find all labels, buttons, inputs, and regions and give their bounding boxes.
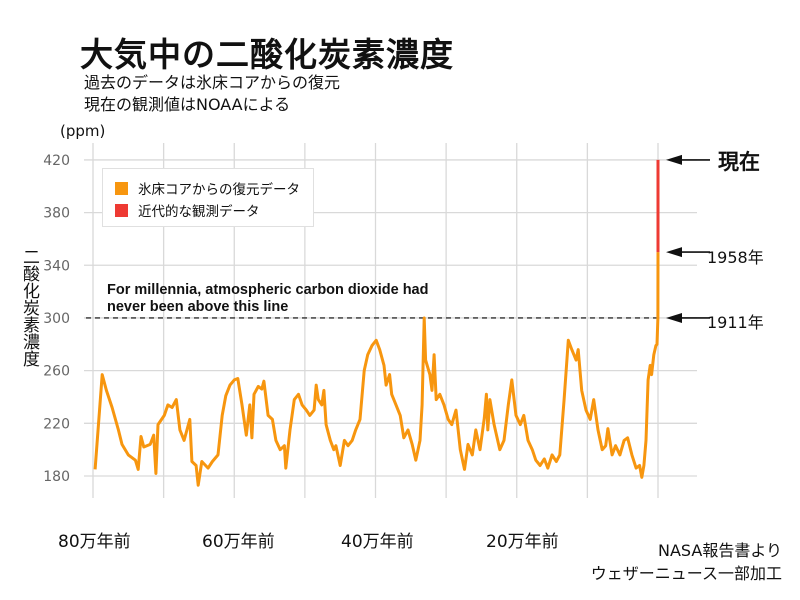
annotation-arrows xyxy=(666,154,710,323)
annotation-1958: 1958年 xyxy=(707,248,764,267)
arrow-2 xyxy=(666,312,710,323)
y-tick-380: 380 xyxy=(43,206,70,222)
legend-swatch-ice-core xyxy=(115,181,128,195)
y-tick-180: 180 xyxy=(43,469,70,485)
series-line-ice-core xyxy=(93,252,660,487)
x-tick-label-400k: 40万年前 xyxy=(341,532,414,552)
y-axis-unit: (ppm) xyxy=(60,122,106,140)
y-tick-300: 300 xyxy=(43,311,70,327)
y-axis-label: 二酸化炭素濃度 xyxy=(19,248,39,367)
x-tick-label-800k: 80万年前 xyxy=(58,532,131,552)
y-tick-260: 260 xyxy=(43,364,70,380)
legend-swatch-observed xyxy=(115,203,128,217)
x-tick-label-200k: 20万年前 xyxy=(486,532,559,552)
annotation-1911: 1911年 xyxy=(707,313,764,332)
arrow-0 xyxy=(666,154,710,165)
legend-item-observed: 近代的な観測データ xyxy=(115,200,260,220)
legend-item-ice-core: 氷床コアからの復元データ xyxy=(115,178,300,198)
y-tick-340: 340 xyxy=(43,258,70,274)
legend-label-ice-core: 氷床コアからの復元データ xyxy=(138,182,300,198)
annotation-now: 現在 xyxy=(718,150,760,174)
legend: 氷床コアからの復元データ 近代的な観測データ xyxy=(102,168,314,227)
x-tick-label-600k: 60万年前 xyxy=(202,532,275,552)
chart-subtitle-1: 過去のデータは氷床コアからの復元 xyxy=(84,73,341,92)
source-credit-2: ウェザーニュース一部加工 xyxy=(590,564,782,583)
legend-label-observed: 近代的な観測データ xyxy=(138,204,260,220)
y-tick-labels: 180 220 260 300 340 380 420 xyxy=(43,153,70,485)
chart-title: 大気中の二酸化炭素濃度 xyxy=(80,35,454,74)
arrow-1 xyxy=(666,247,710,258)
y-tick-420: 420 xyxy=(43,153,70,169)
threshold-annotation: For millennia, atmospheric carbon dioxid… xyxy=(107,282,429,315)
chart-subtitle-2: 現在の観測値はNOAAによる xyxy=(84,95,291,114)
source-credit-1: NASA報告書より xyxy=(658,541,782,560)
y-tick-220: 220 xyxy=(43,416,70,432)
